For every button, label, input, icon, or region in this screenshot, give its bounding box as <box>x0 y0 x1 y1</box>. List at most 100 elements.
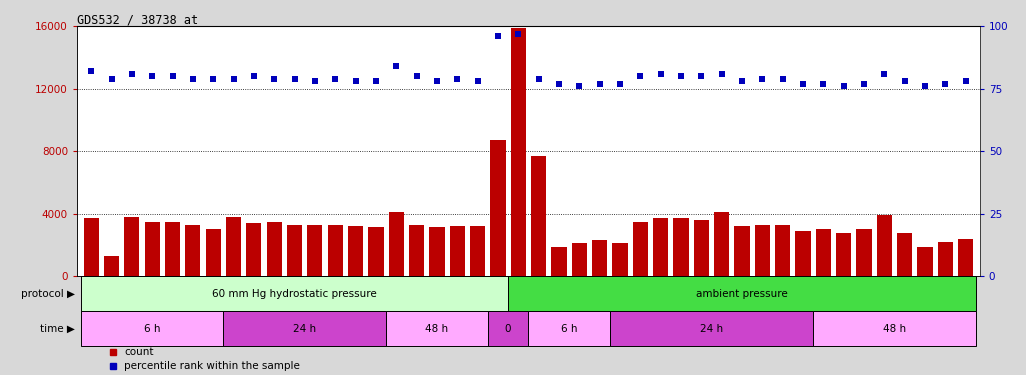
Point <box>408 73 425 79</box>
Point <box>429 78 445 84</box>
Text: percentile rank within the sample: percentile rank within the sample <box>124 361 300 371</box>
Bar <box>104 256 119 276</box>
Text: 6 h: 6 h <box>561 324 578 334</box>
Bar <box>81 276 508 311</box>
Bar <box>754 225 770 276</box>
Point <box>104 76 120 82</box>
Bar <box>386 311 487 346</box>
Text: 48 h: 48 h <box>426 324 448 334</box>
Bar <box>287 225 303 276</box>
Point <box>713 71 729 77</box>
Bar <box>958 239 974 276</box>
Bar <box>307 225 322 276</box>
Bar <box>694 220 709 276</box>
Bar <box>186 225 200 276</box>
Point <box>348 78 364 84</box>
Point <box>469 78 485 84</box>
Point <box>693 73 709 79</box>
Bar <box>81 311 224 346</box>
Point <box>286 76 303 82</box>
Text: GDS532 / 38738_at: GDS532 / 38738_at <box>77 13 198 26</box>
Point <box>205 76 222 82</box>
Bar <box>816 230 831 276</box>
Bar <box>592 240 607 276</box>
Bar <box>775 225 790 276</box>
Point <box>815 81 831 87</box>
Bar <box>714 212 729 276</box>
Point <box>245 73 262 79</box>
Bar <box>348 226 363 276</box>
Bar <box>409 225 424 276</box>
Point <box>673 73 689 79</box>
Point <box>266 76 282 82</box>
Bar <box>267 222 282 276</box>
Point <box>164 73 181 79</box>
Point <box>530 76 547 82</box>
Bar <box>735 226 750 276</box>
Text: 6 h: 6 h <box>144 324 160 334</box>
Point <box>83 68 100 74</box>
Text: 48 h: 48 h <box>882 324 906 334</box>
Text: count: count <box>124 348 154 357</box>
Point <box>388 63 404 69</box>
Point <box>489 33 506 39</box>
Bar <box>487 311 528 346</box>
Bar <box>165 222 181 276</box>
Bar <box>226 217 241 276</box>
Point <box>367 78 384 84</box>
Point <box>571 83 588 89</box>
Text: 24 h: 24 h <box>700 324 723 334</box>
Bar <box>224 311 386 346</box>
Point <box>307 78 323 84</box>
Bar <box>246 223 262 276</box>
Bar <box>609 311 813 346</box>
Point <box>144 73 160 79</box>
Point <box>185 76 201 82</box>
Text: time ▶: time ▶ <box>40 324 75 334</box>
Point <box>124 71 141 77</box>
Point <box>835 83 852 89</box>
Point <box>734 78 750 84</box>
Bar <box>633 222 647 276</box>
Bar <box>145 222 160 276</box>
Point <box>591 81 607 87</box>
Bar <box>653 218 668 276</box>
Bar <box>470 226 485 276</box>
Bar <box>429 227 444 276</box>
Text: 0: 0 <box>505 324 511 334</box>
Bar <box>673 218 688 276</box>
Point <box>754 76 771 82</box>
Bar <box>530 156 546 276</box>
Bar <box>528 311 609 346</box>
Bar <box>571 243 587 276</box>
Bar <box>205 230 221 276</box>
Point <box>957 78 974 84</box>
Point <box>226 76 242 82</box>
Point <box>916 83 933 89</box>
Bar <box>836 232 852 276</box>
Point <box>611 81 628 87</box>
Bar <box>938 242 953 276</box>
Bar <box>551 247 566 276</box>
Point <box>775 76 791 82</box>
Bar <box>897 232 912 276</box>
Point <box>937 81 953 87</box>
Point <box>551 81 567 87</box>
Point <box>327 76 344 82</box>
Bar <box>876 215 892 276</box>
Bar <box>917 247 933 276</box>
Point <box>897 78 913 84</box>
Bar <box>490 140 506 276</box>
Point <box>856 81 872 87</box>
Point <box>510 31 526 37</box>
Bar <box>613 243 628 276</box>
Text: 60 mm Hg hydrostatic pressure: 60 mm Hg hydrostatic pressure <box>212 289 377 299</box>
Bar <box>124 217 140 276</box>
Bar <box>508 276 976 311</box>
Bar <box>795 231 811 276</box>
Bar <box>857 230 871 276</box>
Point <box>632 73 648 79</box>
Bar <box>389 212 404 276</box>
Bar <box>511 28 526 276</box>
Bar <box>813 311 976 346</box>
